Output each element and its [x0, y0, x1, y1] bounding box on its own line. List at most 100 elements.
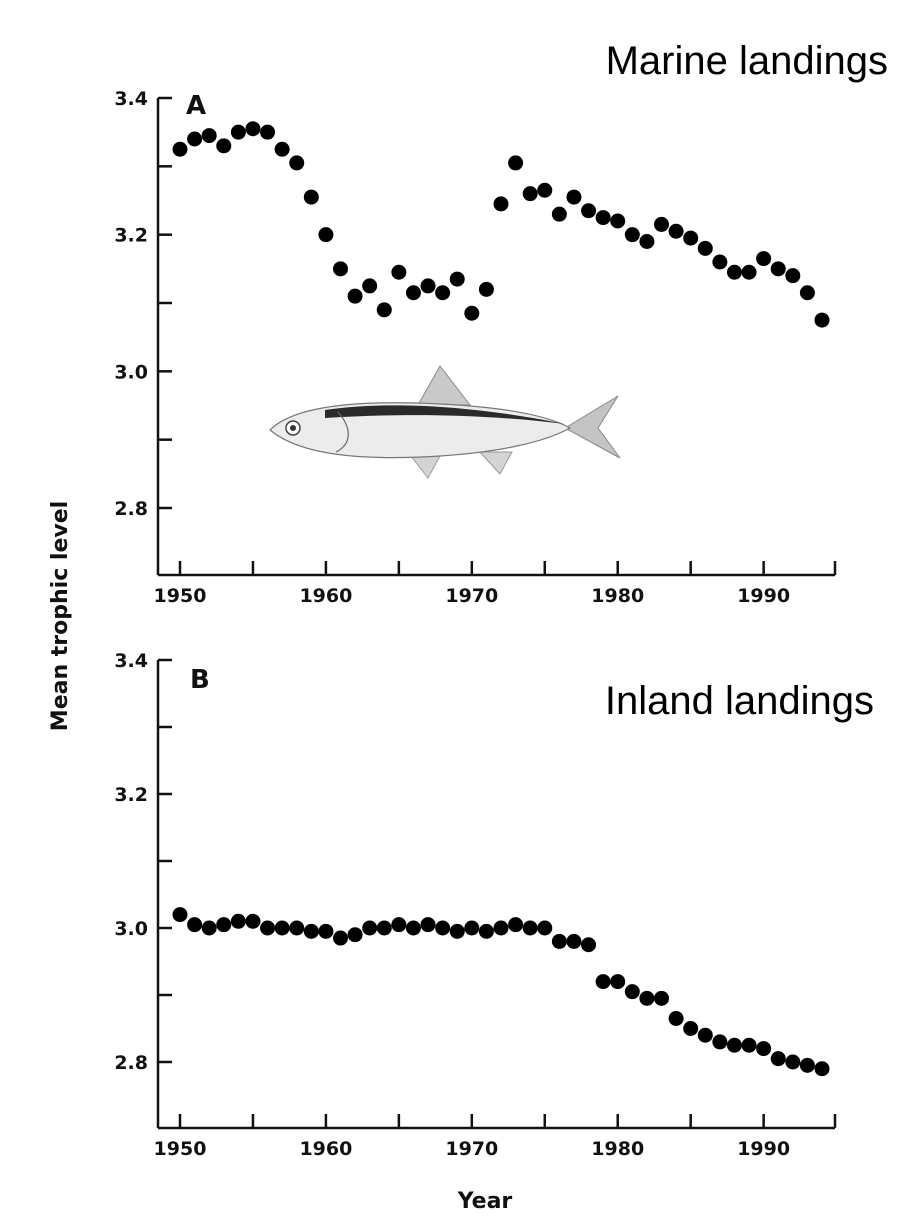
panel-a-data-point	[522, 186, 538, 202]
panel-a-data-point	[551, 206, 567, 222]
panel-b-data-point	[201, 920, 217, 936]
panel-a-data-point	[435, 285, 451, 301]
panel-b-data-point	[216, 917, 232, 933]
panel-b-points	[172, 907, 830, 1077]
panel-b-data-point	[785, 1054, 801, 1070]
panel-a-data-point	[566, 189, 582, 205]
panel-a-x-tick-label: 1960	[299, 585, 352, 607]
panel-a-data-point	[639, 234, 655, 249]
panel-a-y-tick-label: 3.4	[114, 88, 148, 110]
panel-b-x-tick-label: 1960	[299, 1138, 352, 1160]
panel-b-data-point	[245, 913, 261, 929]
panel-b-x-tick-label: 1950	[154, 1138, 207, 1160]
panel-b-data-point	[668, 1010, 684, 1026]
panel-b-data-point	[187, 917, 203, 933]
panel-b-data-point	[405, 920, 421, 936]
panel-b-data-point	[522, 920, 538, 936]
panel-a-data-point	[493, 196, 509, 212]
panel-b-data-point	[683, 1021, 699, 1036]
panel-a-data-point	[245, 121, 261, 137]
panel-b-data-point	[303, 923, 319, 939]
panel-a-data-point	[799, 285, 815, 301]
panel-b-data-point	[274, 920, 290, 936]
panel-a-data-point	[289, 155, 305, 171]
panel-b-data-point	[581, 937, 597, 953]
panel-a-data-point	[391, 264, 407, 280]
panel-b-axes: 2.8 3.0 3.2 3.4 1950 1960 1970 1980 1990	[114, 650, 837, 1160]
panel-a-data-point	[581, 203, 597, 219]
panel-b-data-point	[624, 984, 640, 1000]
panel-a-data-point	[260, 124, 276, 140]
panel-b-data-point	[697, 1027, 713, 1043]
panel-a-data-point	[814, 312, 830, 328]
panel-a-data-point	[449, 271, 465, 287]
panel-b-data-point	[172, 907, 188, 923]
panel-a-data-point	[785, 268, 801, 284]
panel-a-data-point	[201, 128, 217, 144]
panel-a-data-point	[318, 227, 334, 243]
panel-a-data-point	[303, 189, 319, 205]
panel-b-data-point	[478, 923, 494, 939]
panel-a-data-point	[362, 278, 378, 294]
panel-a-data-point	[770, 261, 786, 277]
panel-a-y-tick-label: 2.8	[114, 498, 148, 520]
panel-a-data-point	[172, 141, 188, 157]
panel-b-y-tick-label: 2.8	[114, 1052, 148, 1074]
panel-a-data-point	[333, 261, 348, 277]
panel-b-x-tick-label: 1980	[591, 1138, 644, 1160]
panel-a-data-point	[741, 264, 757, 280]
y-axis-title: Mean trophic level	[48, 501, 73, 731]
panel-a-data-point	[712, 254, 728, 270]
panel-b-y-tick-label: 3.0	[114, 918, 148, 940]
panel-b-data-point	[756, 1041, 772, 1057]
panel-a-data-point	[726, 264, 742, 280]
panel-a-data-point	[464, 305, 480, 321]
panel-a: Marine landings A 2.8 3.0 3.2 3.4 1950 1960 19…	[114, 39, 888, 607]
panel-a-data-point	[683, 230, 699, 246]
panel-a-data-point	[537, 182, 553, 198]
panel-b-data-point	[551, 933, 567, 949]
panel-a-points	[172, 121, 830, 328]
panel-a-data-point	[376, 302, 392, 318]
panel-a-letter: A	[186, 91, 206, 121]
panel-b-data-point	[362, 920, 378, 936]
panel-b-data-point	[391, 917, 407, 933]
panel-a-x-tick-label: 1990	[737, 585, 790, 607]
panel-a-y-tick-label: 3.0	[114, 361, 148, 383]
panel-b-letter: B	[190, 665, 210, 695]
panel-b-data-point	[435, 920, 451, 936]
panel-a-data-point	[697, 240, 713, 256]
panel-a-title: Marine landings	[606, 39, 888, 83]
panel-a-data-point	[654, 216, 669, 232]
panel-a-data-point	[216, 138, 232, 154]
anchovy-fish-icon	[269, 365, 621, 479]
panel-b-data-point	[799, 1057, 815, 1073]
panel-a-y-tick-label: 3.2	[114, 225, 148, 247]
panel-b-data-point	[726, 1037, 742, 1053]
panel-a-data-point	[187, 131, 203, 147]
panel-b-data-point	[230, 913, 246, 929]
panel-b-data-point	[595, 974, 611, 990]
panel-b-data-point	[712, 1034, 728, 1050]
panel-b-data-point	[814, 1061, 830, 1077]
panel-b-data-point	[449, 923, 465, 939]
panel-b-data-point	[347, 927, 363, 943]
panel-b-x-tick-label: 1970	[445, 1138, 498, 1160]
panel-a-data-point	[624, 227, 640, 243]
panel-b-data-point	[610, 974, 626, 990]
panel-a-data-point	[668, 223, 684, 239]
panel-b-title: Inland landings	[605, 679, 874, 723]
panel-a-axes: 2.8 3.0 3.2 3.4 1950 1960 1970 1980 1990	[114, 88, 837, 607]
panel-b-data-point	[508, 917, 524, 933]
panel-b-data-point	[318, 923, 334, 939]
panel-b-x-tick-label: 1990	[737, 1138, 790, 1160]
panel-b-data-point	[770, 1051, 786, 1067]
panel-b-data-point	[537, 920, 553, 936]
panel-b-data-point	[260, 920, 276, 936]
panel-a-data-point	[230, 124, 246, 140]
panel-b-data-point	[639, 990, 655, 1006]
panel-a-data-point	[595, 210, 611, 226]
panel-a-x-tick-label: 1980	[591, 585, 644, 607]
panel-a-data-point	[420, 278, 436, 294]
